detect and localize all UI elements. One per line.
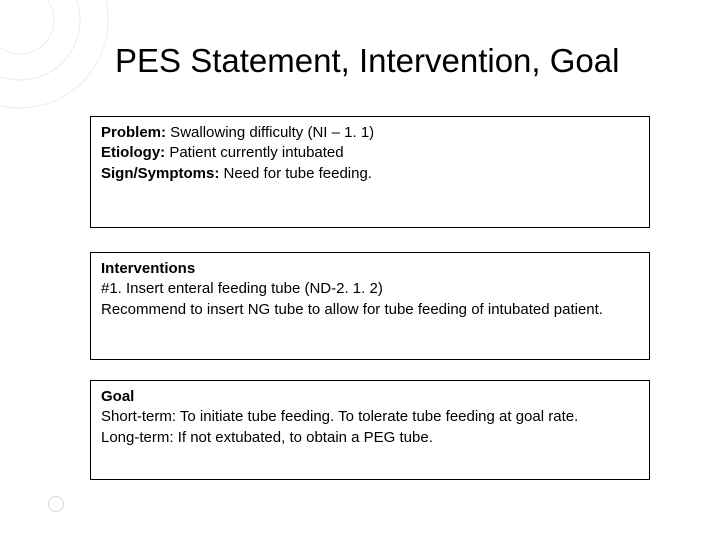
interventions-line-1: #1. Insert enteral feeding tube (ND-2. 1… xyxy=(101,279,639,299)
signs-label: Sign/Symptoms: xyxy=(101,165,219,182)
problem-label: Problem: xyxy=(101,124,166,141)
problem-text: Swallowing difficulty (NI – 1. 1) xyxy=(166,124,374,141)
interventions-line-2: Recommend to insert NG tube to allow for… xyxy=(101,300,639,320)
goal-box: Goal Short-term: To initiate tube feedin… xyxy=(90,380,650,480)
goal-line-2: Long-term: If not extubated, to obtain a… xyxy=(101,428,639,448)
footer-bullet-icon xyxy=(48,496,64,512)
interventions-box: Interventions #1. Insert enteral feeding… xyxy=(90,252,650,360)
etiology-label: Etiology: xyxy=(101,144,165,161)
pes-problem-box: Problem: Swallowing difficulty (NI – 1. … xyxy=(90,116,650,228)
goal-heading: Goal xyxy=(101,388,134,405)
etiology-text: Patient currently intubated xyxy=(165,144,343,161)
interventions-heading: Interventions xyxy=(101,260,195,277)
signs-text: Need for tube feeding. xyxy=(219,165,372,182)
slide-title: PES Statement, Intervention, Goal xyxy=(115,42,680,80)
goal-line-1: Short-term: To initiate tube feeding. To… xyxy=(101,407,639,427)
